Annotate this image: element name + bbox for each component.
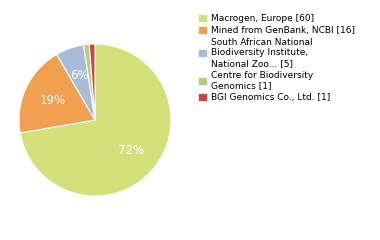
Text: 6%: 6% — [70, 69, 89, 82]
Text: 72%: 72% — [118, 144, 144, 157]
Wedge shape — [19, 54, 95, 133]
Wedge shape — [20, 44, 171, 196]
Wedge shape — [57, 45, 95, 120]
Text: 19%: 19% — [39, 94, 65, 107]
Wedge shape — [84, 44, 95, 120]
Wedge shape — [89, 44, 95, 120]
Legend: Macrogen, Europe [60], Mined from GenBank, NCBI [16], South African National
Bio: Macrogen, Europe [60], Mined from GenBan… — [198, 14, 355, 102]
